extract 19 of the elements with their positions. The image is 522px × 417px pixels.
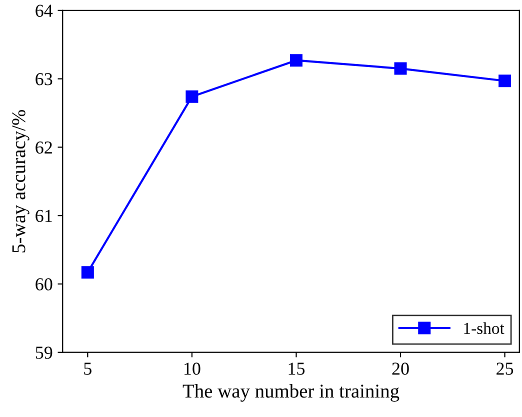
point	[186, 90, 198, 103]
point	[498, 74, 512, 88]
x-tick-label: 25	[496, 362, 514, 375]
point	[290, 54, 302, 67]
y-axis-title: 5-way accuracy/%	[12, 110, 30, 252]
point	[81, 266, 94, 279]
x-axis-title: The way number in training	[182, 384, 400, 402]
x-tick-label: 10	[184, 362, 200, 375]
legend-label: 1-shot	[464, 322, 504, 334]
y-tick-label: 62	[36, 142, 52, 154]
y-tick-label: 59	[36, 346, 52, 359]
x-tick-label: 5	[84, 362, 92, 375]
y-tick-label: 64	[36, 4, 53, 17]
x-tick-label: 15	[288, 362, 305, 375]
y-tick-label: 61	[36, 210, 52, 222]
y-tick-label: 63	[36, 73, 52, 86]
point	[394, 62, 407, 75]
x-tick-label: 20	[392, 362, 409, 375]
y-tick-label: 60	[36, 278, 52, 290]
